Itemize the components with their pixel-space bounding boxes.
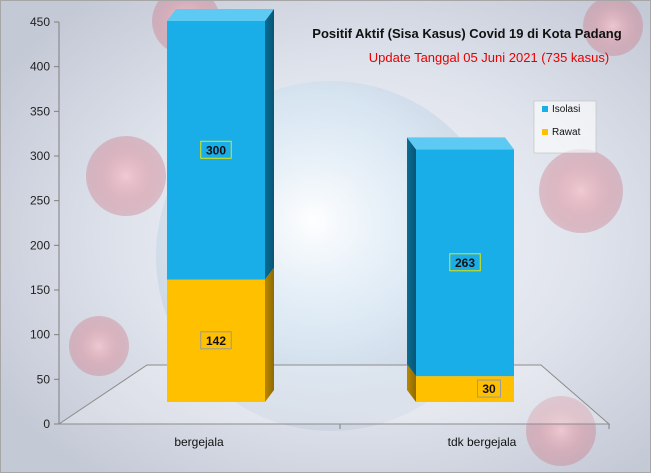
data-label-box (200, 331, 232, 350)
y-tick-label: 350 (30, 104, 50, 118)
chart-title: Positif Aktif (Sisa Kasus) Covid 19 di K… (312, 26, 621, 41)
data-label-isolasi-1: 263 (455, 256, 475, 270)
data-label-rawat-0: 142 (206, 334, 226, 348)
data-label-box (449, 253, 481, 272)
data-label-isolasi-0: 300 (206, 143, 226, 157)
chart-titles: Positif Aktif (Sisa Kasus) Covid 19 di K… (312, 26, 621, 65)
legend-swatch-rawat (542, 129, 548, 135)
y-tick-label: 400 (30, 60, 50, 74)
bar-side-isolasi-0 (265, 8, 274, 280)
y-tick-label: 300 (30, 149, 50, 163)
y-tick-label: 450 (30, 15, 50, 29)
legend-label-rawat: Rawat (552, 127, 581, 138)
bar-top-0 (167, 8, 274, 21)
y-tick-label: 200 (30, 238, 50, 252)
y-tick-label: 0 (43, 417, 50, 431)
x-category-label: tdk bergejala (448, 435, 517, 449)
y-tick-label: 250 (30, 194, 50, 208)
x-category-label: bergejala (174, 435, 224, 449)
bar-top-1 (407, 137, 514, 150)
data-label-box (477, 379, 501, 398)
y-tick-label: 100 (30, 328, 50, 342)
legend: Isolasi Rawat (533, 100, 597, 154)
chart-subtitle: Update Tanggal 05 Juni 2021 (735 kasus) (369, 50, 609, 65)
bars: 142 300 30 263 (167, 8, 514, 402)
bar-side-isolasi-1 (407, 137, 416, 377)
data-label-box (200, 140, 232, 159)
chart-floor (57, 364, 611, 425)
bar-side-rawat-1 (407, 364, 416, 402)
legend-swatch-isolasi (542, 106, 548, 112)
y-tick-label: 50 (37, 372, 51, 386)
data-label-rawat-1: 30 (482, 382, 496, 396)
bar-side-rawat-0 (265, 267, 274, 402)
floor-plane (57, 364, 611, 425)
legend-label-isolasi: Isolasi (552, 104, 580, 115)
y-tick-label: 150 (30, 283, 50, 297)
